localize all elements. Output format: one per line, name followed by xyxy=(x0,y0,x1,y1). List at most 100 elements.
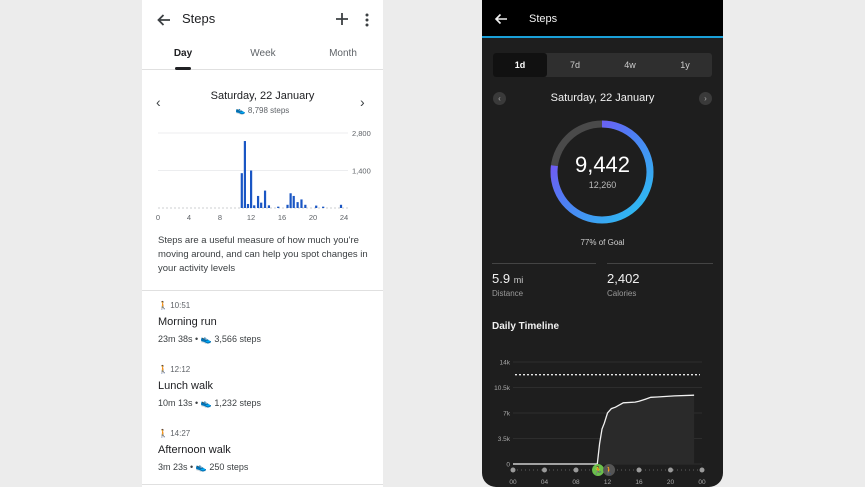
chart-bar xyxy=(240,173,243,208)
steps-description: Steps are a useful measure of how much y… xyxy=(158,235,368,274)
chart-bar xyxy=(277,206,280,208)
chart-bar xyxy=(246,203,250,208)
chart-bar xyxy=(256,195,260,208)
chart-bar xyxy=(292,195,295,208)
step-goal: 12,260 xyxy=(588,180,617,190)
walk-glyph: 🚶 xyxy=(604,465,614,475)
activity-steps: 3,566 steps xyxy=(214,334,261,344)
x-tick-label: 12 xyxy=(604,479,612,486)
x-tick-label: 20 xyxy=(309,213,317,222)
chart-bar xyxy=(289,193,292,208)
calories-label: Calories xyxy=(607,289,637,298)
y-tick-label: 14k xyxy=(500,360,511,367)
x-tick-dot xyxy=(573,467,579,473)
activity-time: 12:12 xyxy=(170,365,191,374)
x-tick-dot xyxy=(668,467,673,473)
x-tick-label: 16 xyxy=(278,213,286,222)
activity-item[interactable]: 🚶 14:27 Afternoon walk 3m 23s • 👟 250 st… xyxy=(158,429,249,472)
activity-steps: 1,232 steps xyxy=(214,398,261,408)
y-tick-label: 3.5k xyxy=(498,436,511,443)
chart-bar xyxy=(267,205,271,208)
y-tick-label: 0 xyxy=(506,462,510,469)
walk-icon[interactable] xyxy=(603,464,616,476)
chart-bar xyxy=(286,204,289,208)
back-arrow-icon[interactable] xyxy=(492,10,510,28)
x-tick-label: 04 xyxy=(541,479,549,486)
y-tick-label: 7k xyxy=(503,411,511,418)
walking-icon: 🚶 xyxy=(158,429,168,438)
garmin-steps-screen: Steps 1d 7d 4w 1y ‹ Saturday, 22 January… xyxy=(482,0,723,487)
selected-date: Saturday, 22 January xyxy=(210,90,315,102)
x-tick-label: 00 xyxy=(509,479,517,486)
activity-item[interactable]: 🚶 12:12 Lunch walk 10m 13s • 👟 1,232 ste… xyxy=(158,365,261,408)
top-app-bar: Steps xyxy=(482,0,723,38)
x-tick-label: 8 xyxy=(218,213,222,222)
chart-bar xyxy=(260,202,263,208)
previous-day-icon[interactable]: ‹ xyxy=(156,94,161,110)
divider xyxy=(142,290,383,291)
x-tick-label: 0 xyxy=(156,213,160,222)
y-tick-label: 10.5k xyxy=(494,385,511,392)
step-count: 9,442 xyxy=(574,152,631,177)
google-fit-steps-screen: Steps Day Week Month ‹ Saturday, 22 Janu… xyxy=(142,0,383,487)
segment-7d[interactable]: 7d xyxy=(569,60,580,70)
chart-bar xyxy=(243,141,246,208)
segment-4w[interactable]: 4w xyxy=(624,60,636,70)
next-day-icon[interactable]: › xyxy=(360,94,365,110)
activity-duration: 3m 23s xyxy=(158,462,188,472)
ring-progress xyxy=(550,120,654,224)
x-tick-label: 08 xyxy=(572,479,580,486)
activity-time: 10:51 xyxy=(170,301,191,310)
shoe-icon: 👟 xyxy=(200,334,212,344)
chart-bar xyxy=(304,204,307,208)
chart-bar xyxy=(300,199,303,208)
chart-bar xyxy=(315,205,318,208)
activity-item[interactable]: 🚶 10:51 Morning run 23m 38s • 👟 3,566 st… xyxy=(158,301,261,344)
tab-month[interactable]: Month xyxy=(329,48,357,59)
chart-bar xyxy=(296,202,299,208)
date-step-total-text: 8,798 steps xyxy=(247,106,290,115)
run-icon[interactable] xyxy=(592,464,605,476)
period-segmented-control: 1d 7d 4w 1y xyxy=(493,53,712,77)
walking-icon: 🚶 xyxy=(158,301,168,310)
x-tick-label: 00 xyxy=(698,479,706,486)
chart-bar xyxy=(253,205,256,208)
x-tick-label: 12 xyxy=(247,213,255,222)
divider xyxy=(142,484,383,485)
activity-time: 14:27 xyxy=(170,429,191,438)
top-app-bar: Steps xyxy=(142,0,383,40)
x-tick-dot xyxy=(699,467,705,473)
distance-value: 5.9 mi xyxy=(492,271,523,286)
y-tick-label: 1,400 xyxy=(352,167,371,176)
page-title: Steps xyxy=(529,13,558,25)
previous-day-icon[interactable]: ‹ xyxy=(493,92,506,105)
add-icon[interactable] xyxy=(332,9,352,29)
tab-day[interactable]: Day xyxy=(173,48,193,59)
goal-progress-ring xyxy=(550,120,654,224)
goal-percentage: 77% of Goal xyxy=(580,238,625,247)
page-title: Steps xyxy=(182,11,216,26)
run-glyph: 🏃 xyxy=(593,465,603,475)
back-arrow-icon[interactable] xyxy=(154,10,174,30)
chart-bar xyxy=(339,204,343,208)
shoe-icon: 👟 xyxy=(200,398,212,408)
distance-number: 5.9 xyxy=(492,271,511,286)
activity-duration: 10m 13s xyxy=(158,398,193,408)
distance-label: Distance xyxy=(492,289,524,298)
next-day-icon[interactable]: › xyxy=(699,92,712,105)
activity-name: Lunch walk xyxy=(158,380,214,392)
active-tab-indicator xyxy=(175,67,191,70)
more-options-icon[interactable] xyxy=(361,10,373,30)
period-tabs: Day Week Month xyxy=(142,40,383,70)
tab-week[interactable]: Week xyxy=(250,48,276,59)
segment-1y[interactable]: 1y xyxy=(680,60,690,70)
activity-name: Afternoon walk xyxy=(158,444,231,456)
steps-line xyxy=(513,394,695,465)
walking-icon: 🚶 xyxy=(158,365,168,374)
calories-value: 2,402 xyxy=(607,271,640,286)
segment-1d[interactable]: 1d xyxy=(493,53,547,77)
divider xyxy=(492,263,596,264)
divider xyxy=(607,263,713,264)
x-tick-label: 20 xyxy=(667,479,675,486)
